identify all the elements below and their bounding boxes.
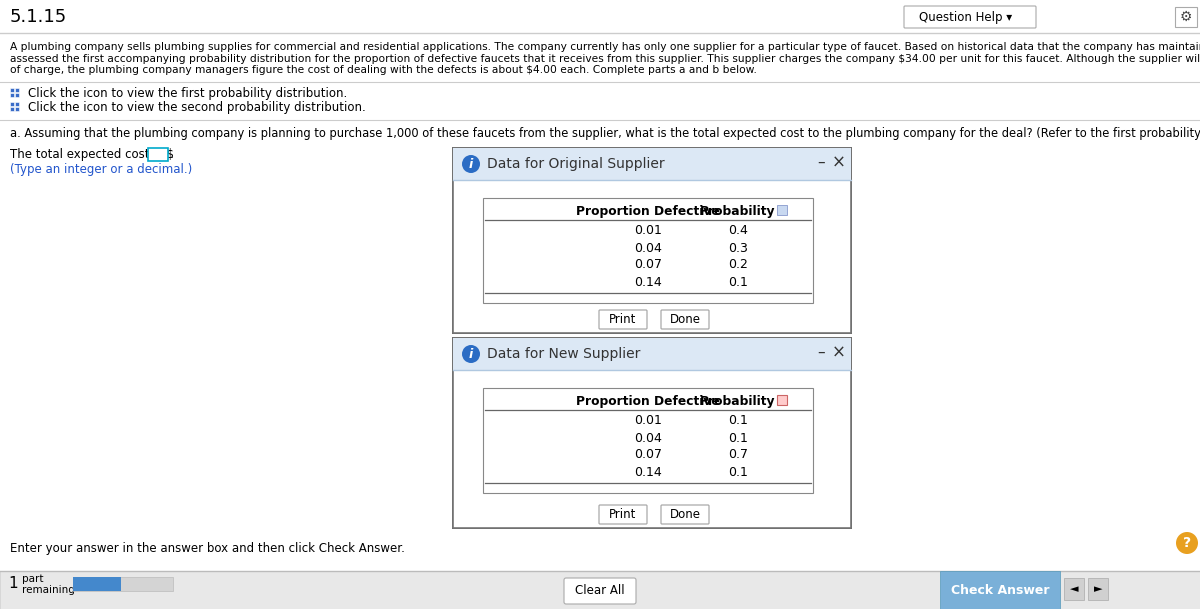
- Bar: [1064, 578, 1084, 600]
- Bar: [1175, 7, 1198, 27]
- Text: Probability: Probability: [701, 205, 775, 217]
- Text: A plumbing company sells plumbing supplies for commercial and residential applic: A plumbing company sells plumbing suppli…: [10, 42, 1200, 52]
- Text: 1: 1: [8, 576, 18, 591]
- Text: ×: ×: [832, 344, 846, 362]
- Bar: [148, 148, 168, 161]
- Text: 0.4: 0.4: [728, 225, 748, 238]
- Bar: [482, 198, 814, 303]
- Text: 0.01: 0.01: [634, 415, 662, 428]
- Bar: [10, 88, 14, 92]
- Text: 5.1.15: 5.1.15: [10, 8, 67, 26]
- Bar: [940, 571, 1060, 609]
- Text: part: part: [22, 574, 43, 584]
- Bar: [452, 147, 852, 334]
- Text: Done: Done: [670, 508, 701, 521]
- Text: ?: ?: [1183, 536, 1192, 550]
- Bar: [10, 93, 14, 97]
- FancyBboxPatch shape: [904, 6, 1036, 28]
- Bar: [73, 577, 173, 591]
- Text: –: –: [817, 345, 824, 359]
- Text: 0.07: 0.07: [634, 258, 662, 272]
- Text: Click the icon to view the second probability distribution.: Click the icon to view the second probab…: [28, 102, 366, 114]
- FancyBboxPatch shape: [661, 310, 709, 329]
- Text: 0.1: 0.1: [728, 432, 748, 445]
- Text: i: i: [469, 348, 473, 361]
- Text: 0.07: 0.07: [634, 448, 662, 462]
- Text: 0.3: 0.3: [728, 242, 748, 255]
- Text: Probability: Probability: [701, 395, 775, 407]
- Bar: [10, 107, 14, 111]
- Text: Enter your answer in the answer box and then click Check Answer.: Enter your answer in the answer box and …: [10, 542, 404, 555]
- Text: Print: Print: [610, 508, 637, 521]
- Text: 0.01: 0.01: [634, 225, 662, 238]
- Bar: [0, 571, 1200, 609]
- Bar: [14, 107, 19, 111]
- Bar: [73, 577, 121, 591]
- Text: Done: Done: [670, 313, 701, 326]
- Text: Proportion Defective: Proportion Defective: [576, 395, 720, 407]
- Text: 0.14: 0.14: [634, 465, 662, 479]
- Text: –: –: [817, 155, 824, 169]
- Text: assessed the first accompanying probability distribution for the proportion of d: assessed the first accompanying probabil…: [10, 54, 1200, 63]
- Text: ►: ►: [1093, 584, 1103, 594]
- Bar: [452, 337, 852, 529]
- FancyBboxPatch shape: [599, 310, 647, 329]
- Bar: [454, 148, 851, 333]
- Text: 0.04: 0.04: [634, 432, 662, 445]
- Text: Clear All: Clear All: [575, 585, 625, 597]
- Bar: [10, 102, 14, 106]
- Text: 0.14: 0.14: [634, 275, 662, 289]
- Text: Data for New Supplier: Data for New Supplier: [487, 347, 641, 361]
- Text: (Type an integer or a decimal.): (Type an integer or a decimal.): [10, 163, 192, 176]
- Text: 0.1: 0.1: [728, 415, 748, 428]
- Circle shape: [462, 345, 480, 363]
- Bar: [14, 102, 19, 106]
- Text: ×: ×: [832, 154, 846, 172]
- Text: Check Answer: Check Answer: [950, 583, 1049, 596]
- Circle shape: [462, 155, 480, 173]
- Text: Click the icon to view the first probability distribution.: Click the icon to view the first probabi…: [28, 88, 347, 100]
- Text: 0.7: 0.7: [728, 448, 748, 462]
- Bar: [778, 395, 787, 405]
- FancyBboxPatch shape: [564, 578, 636, 604]
- Text: Data for Original Supplier: Data for Original Supplier: [487, 157, 665, 171]
- Text: The total expected cost is $: The total expected cost is $: [10, 148, 174, 161]
- Text: remaining: remaining: [22, 585, 74, 595]
- Circle shape: [1176, 532, 1198, 554]
- Bar: [14, 93, 19, 97]
- Text: a. Assuming that the plumbing company is planning to purchase 1,000 of these fau: a. Assuming that the plumbing company is…: [10, 127, 1200, 140]
- Text: 0.2: 0.2: [728, 258, 748, 272]
- Text: of charge, the plumbing company managers figure the cost of dealing with the def: of charge, the plumbing company managers…: [10, 65, 757, 75]
- Bar: [454, 338, 851, 370]
- Text: 0.1: 0.1: [728, 465, 748, 479]
- Bar: [482, 388, 814, 493]
- Text: Print: Print: [610, 313, 637, 326]
- Bar: [454, 338, 851, 528]
- Text: .: .: [170, 149, 174, 161]
- Text: ◄: ◄: [1069, 584, 1079, 594]
- Text: i: i: [469, 158, 473, 171]
- Bar: [14, 88, 19, 92]
- Bar: [778, 205, 787, 215]
- FancyBboxPatch shape: [599, 505, 647, 524]
- Text: 0.1: 0.1: [728, 275, 748, 289]
- Text: ⚙: ⚙: [1180, 10, 1193, 24]
- FancyBboxPatch shape: [661, 505, 709, 524]
- Bar: [1088, 578, 1108, 600]
- Bar: [454, 148, 851, 180]
- Text: Proportion Defective: Proportion Defective: [576, 205, 720, 217]
- Text: Question Help ▾: Question Help ▾: [919, 10, 1013, 24]
- Text: 0.04: 0.04: [634, 242, 662, 255]
